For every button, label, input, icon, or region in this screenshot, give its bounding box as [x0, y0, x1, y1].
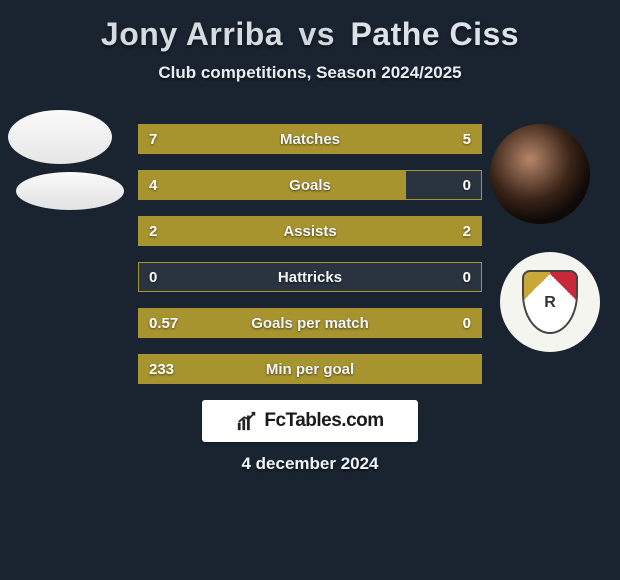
stat-value-left: 2	[139, 217, 167, 245]
stat-value-right: 5	[453, 125, 481, 153]
player1-club-icon	[16, 172, 124, 210]
stat-value-right: 0	[453, 263, 481, 291]
stat-row: 0 0Hattricks	[138, 262, 482, 292]
stat-row: 22Assists	[138, 216, 482, 246]
stat-value-left: 233	[139, 355, 184, 383]
bar-fill-left	[139, 171, 406, 199]
bar-fill-left	[139, 355, 481, 383]
date-text: 4 december 2024	[0, 454, 620, 474]
stat-value-right: 0	[453, 171, 481, 199]
stat-value-left: 0.57	[139, 309, 188, 337]
vs-text: vs	[298, 16, 335, 52]
fctables-icon	[236, 410, 258, 432]
club-shield-icon	[522, 270, 578, 334]
stat-value-right	[461, 355, 481, 383]
stat-row: 75Matches	[138, 124, 482, 154]
branding-text: FcTables.com	[264, 410, 383, 432]
stat-label: Hattricks	[139, 263, 481, 291]
player2-avatar-icon	[490, 124, 590, 224]
player2-club-icon	[500, 252, 600, 352]
stat-value-right: 0	[453, 309, 481, 337]
comparison-card: Jony Arriba vs Pathe Ciss Club competiti…	[0, 0, 620, 580]
branding-box: FcTables.com	[202, 400, 418, 442]
stat-value-left: 4	[139, 171, 167, 199]
bar-fill-left	[139, 309, 481, 337]
stat-row: 233Min per goal	[138, 354, 482, 384]
stats-container: 75Matches40Goals22Assists00Hattricks0.57…	[138, 124, 482, 400]
player2-name: Pathe Ciss	[350, 16, 519, 52]
stat-row: 40Goals	[138, 170, 482, 200]
stat-value-left: 7	[139, 125, 167, 153]
subtitle: Club competitions, Season 2024/2025	[0, 63, 620, 83]
stat-value-left: 0	[139, 263, 167, 291]
page-title: Jony Arriba vs Pathe Ciss	[0, 16, 620, 53]
stat-value-right: 2	[453, 217, 481, 245]
player1-avatar-icon	[8, 110, 112, 164]
bar-fill-left	[139, 125, 338, 153]
player1-name: Jony Arriba	[101, 16, 283, 52]
stat-row: 0.570Goals per match	[138, 308, 482, 338]
